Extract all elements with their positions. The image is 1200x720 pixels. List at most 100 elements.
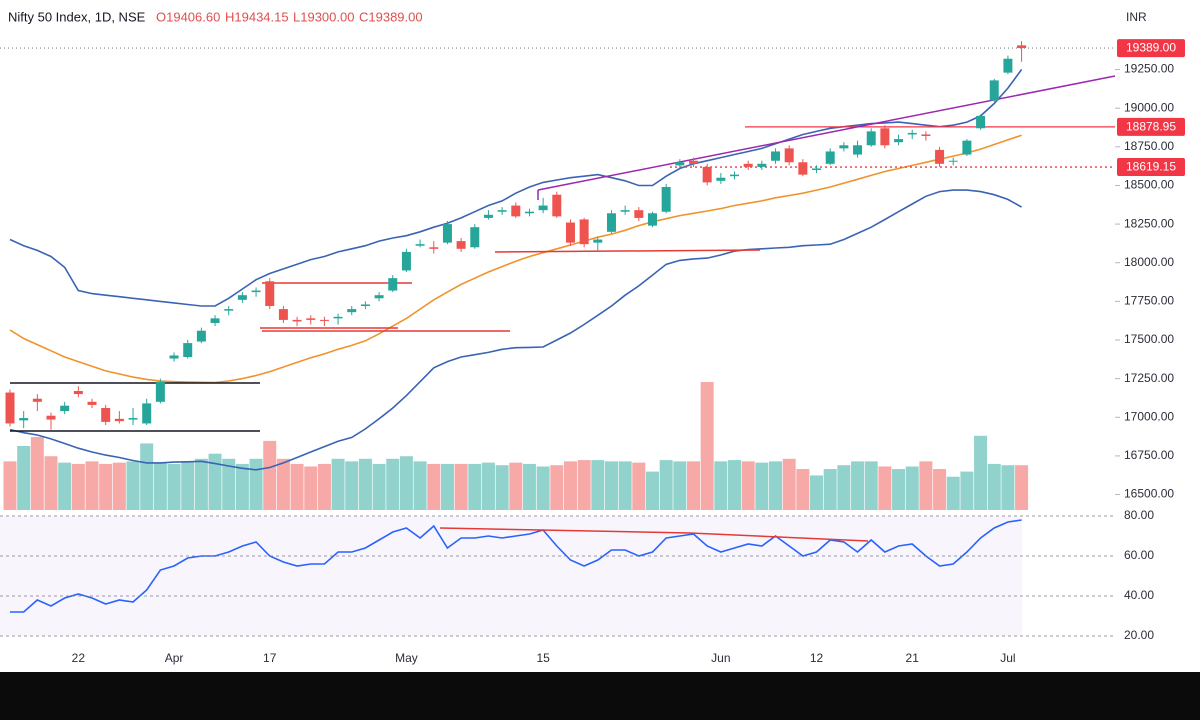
- candle-body: [292, 319, 302, 322]
- candle-body: [401, 251, 411, 271]
- volume-bar: [673, 461, 687, 510]
- volume-bar: [58, 462, 72, 510]
- candle-body: [169, 355, 179, 359]
- candle-body: [470, 227, 480, 248]
- x-tick-label: 21: [906, 651, 920, 665]
- trend-line: [537, 75, 1116, 191]
- volume-bar: [468, 463, 482, 510]
- candle-body: [347, 309, 357, 313]
- currency: INR: [1126, 10, 1147, 24]
- candle-body: [1017, 45, 1027, 49]
- volume-bar: [905, 466, 919, 510]
- volume-bar: [30, 437, 44, 510]
- candle-body: [237, 295, 247, 300]
- ohlc-open: O19406.60: [156, 9, 220, 24]
- y-tick-label: 18750.00: [1124, 139, 1174, 153]
- rsi-tick-label: 40.00: [1124, 588, 1154, 602]
- candle-body: [114, 418, 124, 422]
- indicator-line: [9, 69, 1023, 307]
- candle-body: [374, 295, 384, 299]
- volume-bar: [85, 461, 99, 510]
- candle-body: [456, 241, 466, 249]
- candle-body: [1003, 58, 1013, 73]
- y-tick-label: 17500.00: [1124, 332, 1174, 346]
- volume-bar: [222, 458, 236, 510]
- y-tick-label: 19250.00: [1124, 62, 1174, 76]
- candle-body: [921, 134, 931, 136]
- volume-bar: [112, 462, 126, 510]
- candle-body: [880, 128, 890, 146]
- candle-body: [743, 163, 753, 167]
- candle-body: [483, 214, 493, 218]
- candle-body: [497, 210, 507, 212]
- trend-line: [689, 532, 869, 542]
- candle-body: [224, 309, 234, 311]
- volume-bar: [413, 461, 427, 510]
- trend-line: [494, 249, 761, 253]
- volume-bar: [481, 462, 495, 510]
- candle-body: [265, 281, 275, 306]
- volume-bar: [837, 465, 851, 510]
- x-tick-label: Jun: [711, 651, 730, 665]
- candle-body: [538, 205, 548, 211]
- x-tick-label: Apr: [165, 651, 184, 665]
- candle-body: [196, 330, 206, 342]
- rsi-tick-label: 60.00: [1124, 548, 1154, 562]
- volume-bar: [892, 469, 906, 510]
- volume-bar: [358, 458, 372, 510]
- volume-bar: [440, 463, 454, 510]
- volume-bar: [1015, 465, 1029, 510]
- volume-bar: [399, 456, 413, 510]
- volume-bar: [864, 461, 878, 510]
- trend-line: [439, 527, 691, 534]
- price-label-box: [1117, 117, 1185, 136]
- indicator-line: [9, 134, 1022, 384]
- candle-body: [730, 174, 740, 177]
- volume-bar: [194, 458, 208, 510]
- volume-bar: [3, 461, 17, 510]
- x-tick-label: 22: [72, 651, 86, 665]
- volume-bar: [987, 463, 1001, 510]
- candle-body: [552, 194, 562, 217]
- candle-body: [757, 163, 767, 167]
- candle-body: [46, 415, 56, 420]
- volume-bar: [810, 475, 824, 510]
- y-tick-label: 17250.00: [1124, 371, 1174, 385]
- bottom-bar: [0, 672, 1200, 720]
- volume-bar: [755, 462, 769, 510]
- volume-bar: [386, 458, 400, 510]
- volume-bar: [71, 463, 85, 510]
- volume-bar: [290, 463, 304, 510]
- price-label: 18878.95: [1126, 120, 1176, 134]
- axis-layer: 16500.00 16750.00 17000.00 17250.00 17500.00…: [0, 39, 1185, 665]
- header: Nifty 50 Index, 1D, NSE O19406.60 H19434…: [8, 9, 1147, 24]
- y-tick-label: 19000.00: [1124, 100, 1174, 114]
- volume-bar: [1001, 465, 1015, 510]
- volume-bar: [372, 463, 386, 510]
- volume-bar: [974, 435, 988, 510]
- candle-body: [771, 151, 781, 161]
- volume-bar: [208, 453, 222, 510]
- candle-body: [593, 239, 603, 243]
- price-label-box: [1117, 39, 1185, 58]
- volume-bar: [454, 463, 468, 510]
- drawings: [10, 75, 1116, 542]
- candle-body: [429, 247, 439, 249]
- candle-body: [142, 403, 152, 424]
- candle-body: [606, 213, 616, 232]
- candle-body: [278, 309, 288, 320]
- x-tick-label: May: [395, 651, 418, 665]
- candle-body: [32, 398, 42, 402]
- candle-body: [306, 318, 316, 320]
- volume-bar: [550, 465, 564, 510]
- candle-body: [511, 205, 521, 217]
- candle-body: [839, 145, 849, 149]
- volume-bar: [249, 458, 263, 510]
- ohlc-low: L19300.00: [293, 9, 354, 24]
- candle-body: [907, 132, 917, 135]
- candle-body: [565, 222, 575, 243]
- volume-bar: [604, 461, 618, 510]
- volume-bar: [345, 461, 359, 510]
- volume-bar: [796, 469, 810, 510]
